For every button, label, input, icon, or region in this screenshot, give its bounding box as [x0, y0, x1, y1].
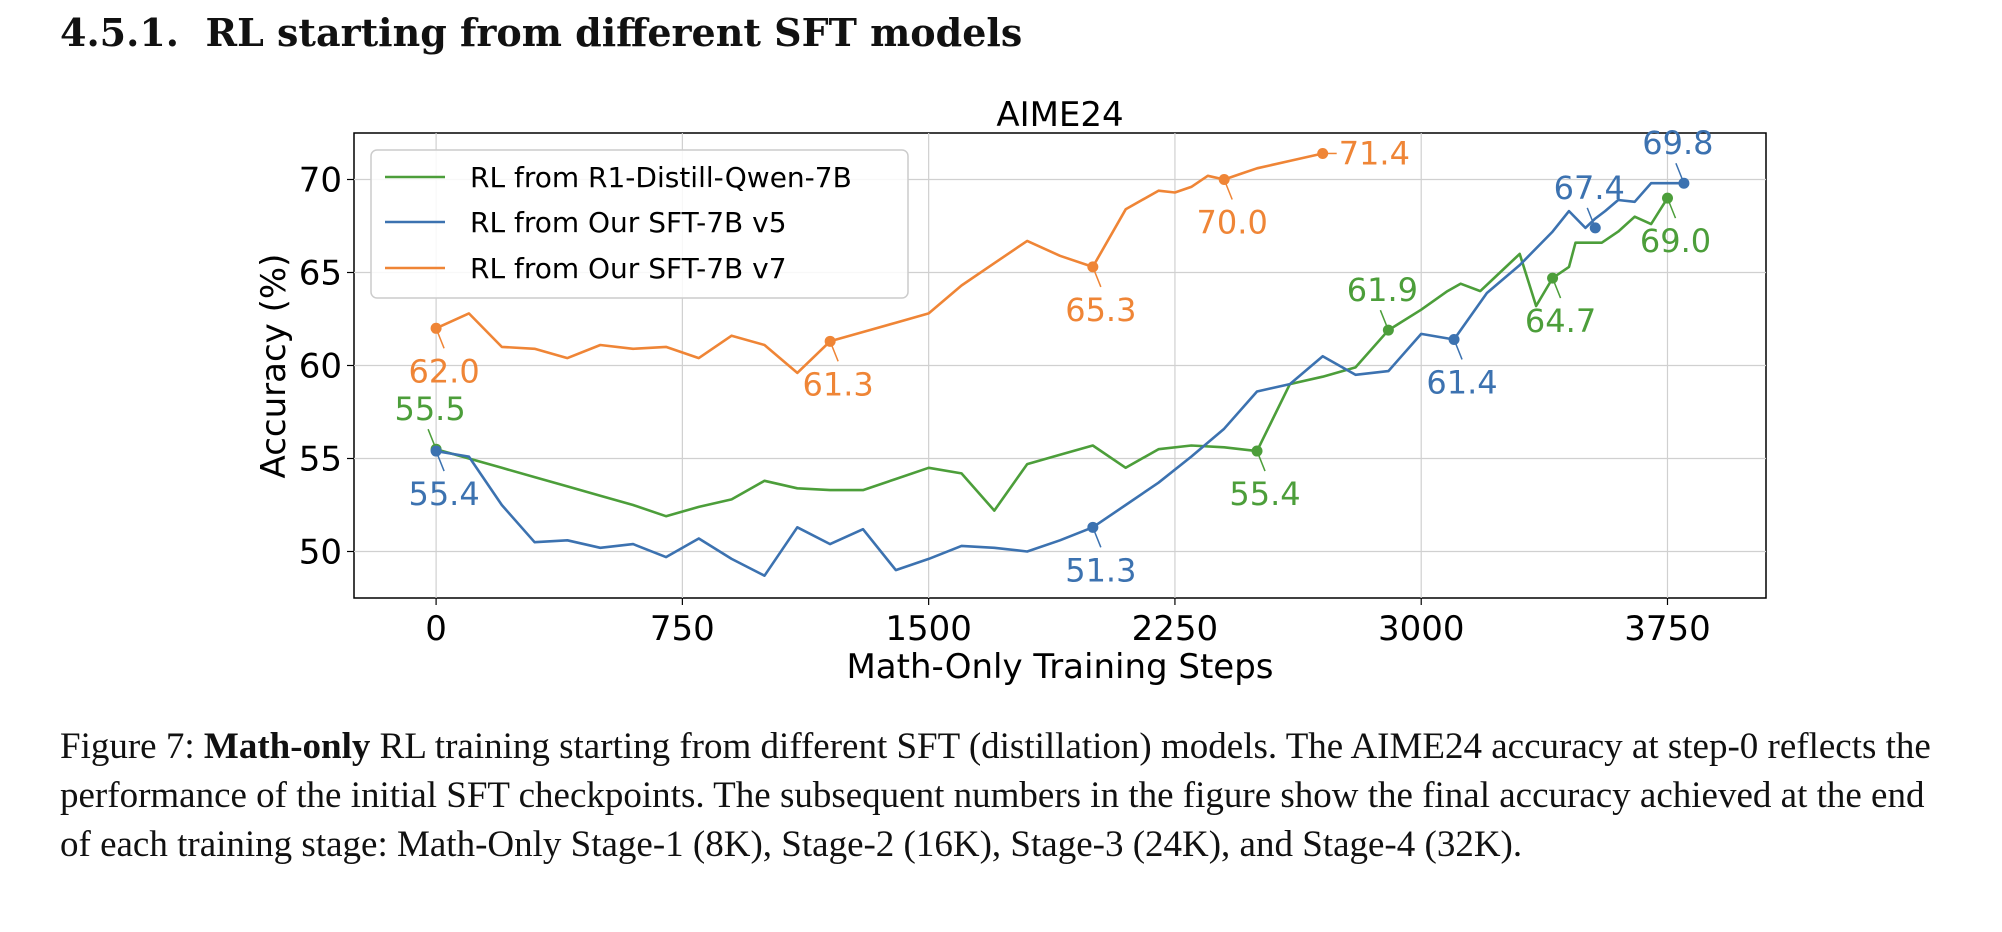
series-lines — [435, 152, 1684, 578]
x-tick-label: 1500 — [885, 609, 972, 649]
annotation-leader — [435, 450, 445, 472]
figure-caption: Figure 7: Math-only RL training starting… — [60, 722, 1940, 869]
y-tick-label: 70 — [299, 161, 342, 201]
y-tick-label: 65 — [299, 254, 342, 294]
annotation-label: 51.3 — [1065, 551, 1136, 589]
annotation-label: 61.4 — [1426, 363, 1497, 401]
legend-box — [370, 149, 909, 299]
annotation-label: 61.3 — [803, 365, 874, 403]
annotation-leader — [1379, 309, 1390, 331]
annotation-label: 71.4 — [1339, 134, 1410, 172]
annotation-leader — [1256, 450, 1266, 472]
annotation-label: 61.9 — [1347, 271, 1418, 309]
y-tick-label: 55 — [299, 440, 342, 480]
annotation-leader — [1675, 162, 1685, 184]
annotation-label: 70.0 — [1197, 204, 1268, 242]
annotation-leader — [1453, 339, 1463, 360]
series-line-1 — [435, 181, 1684, 578]
data-annotations: 55.5 55.4 61.9 64.7 69.0 55.4 51.3 61.4 67.4 69.8… — [394, 124, 1713, 589]
chart-title: AIME24 — [996, 95, 1123, 135]
section-number: 4.5.1. — [60, 10, 180, 55]
y-tick-label: 60 — [299, 347, 342, 387]
annotation-label: 62.0 — [408, 352, 479, 390]
x-tick-label: 0 — [425, 609, 447, 649]
annotation-label: 69.8 — [1642, 124, 1713, 162]
annotation-label: 55.5 — [394, 390, 465, 428]
annotation-label: 55.4 — [408, 475, 479, 513]
annotation-label: 55.4 — [1229, 475, 1300, 513]
annotation-label: 64.7 — [1525, 302, 1596, 340]
series-line-0 — [435, 197, 1669, 518]
series-line-2 — [435, 152, 1323, 375]
x-axis-label: Math-Only Training Steps — [846, 647, 1273, 687]
legend-label-sft-v7: RL from Our SFT-7B v7 — [470, 252, 787, 285]
aime24-line-chart: 0 750 1500 2250 3000 3750 50 55 60 65 70 55.5 55.4 6… — [254, 95, 1767, 687]
section-heading: 4.5.1. RL starting from different SFT mo… — [60, 10, 1022, 55]
x-tick-label: 3000 — [1378, 609, 1465, 649]
legend-label-sft-v5: RL from Our SFT-7B v5 — [470, 206, 787, 239]
annotation-leader — [1092, 527, 1102, 548]
y-tick-label: 50 — [299, 533, 342, 573]
annotation-leader — [1092, 266, 1102, 288]
annotation-leader — [435, 328, 445, 349]
annotation-label: 67.4 — [1554, 169, 1625, 207]
x-tick-label: 2250 — [1132, 609, 1219, 649]
annotation-leader — [1666, 197, 1677, 219]
axis-ticks: 0 750 1500 2250 3000 3750 50 55 60 65 70 — [299, 161, 1711, 650]
section-title: RL starting from different SFT models — [205, 10, 1023, 55]
caption-prefix: Figure 7: — [60, 726, 204, 767]
annotation-leader — [829, 341, 839, 362]
y-axis-label: Accuracy (%) — [254, 254, 294, 479]
annotation-label: 69.0 — [1640, 222, 1711, 260]
legend: RL from R1-Distill-Qwen-7B RL from Our S… — [370, 149, 909, 299]
annotation-leader — [1551, 277, 1562, 299]
annotation-leader — [1223, 179, 1233, 200]
annotation-label: 65.3 — [1065, 291, 1136, 329]
annotation-leader — [1586, 207, 1596, 229]
x-tick-label: 3750 — [1624, 609, 1711, 649]
caption-bold: Math-only — [203, 726, 371, 767]
x-tick-label: 750 — [650, 609, 715, 649]
legend-label-r1-distill: RL from R1-Distill-Qwen-7B — [470, 161, 852, 194]
caption-text: RL training starting from different SFT … — [60, 726, 1931, 865]
